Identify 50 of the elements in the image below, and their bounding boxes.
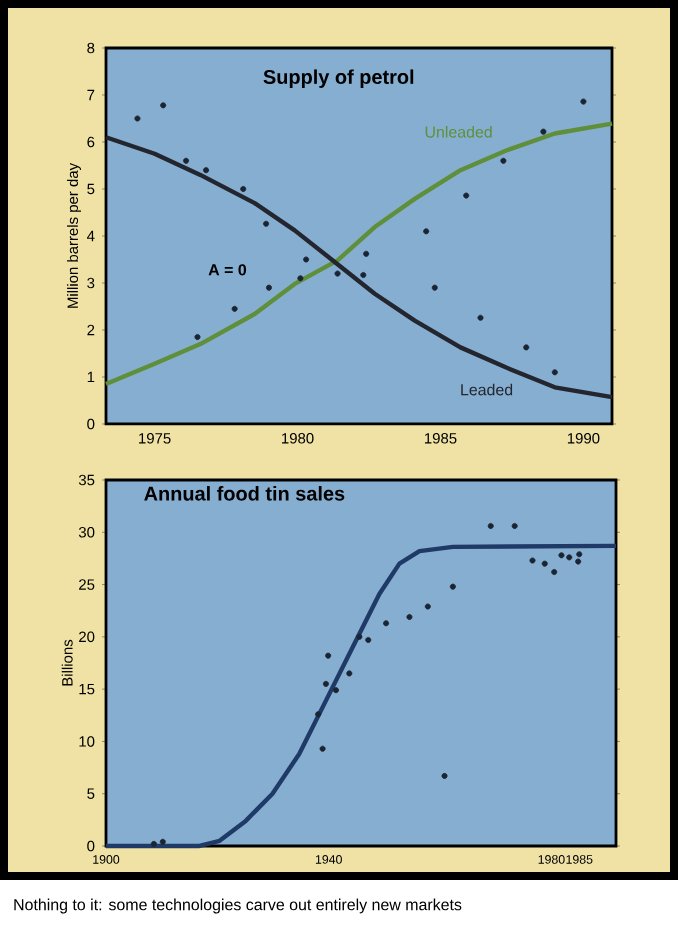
point: [150, 840, 157, 847]
line-series: [103, 543, 619, 849]
point: [500, 157, 507, 164]
point: [334, 270, 341, 277]
point: [423, 228, 430, 235]
point: [566, 554, 573, 561]
point: [551, 569, 558, 576]
point: [580, 98, 587, 105]
point: [463, 192, 470, 199]
point: [297, 275, 304, 282]
text: Supply of petrol: [263, 69, 414, 88]
point: [406, 613, 413, 620]
point: [558, 552, 565, 559]
point: [332, 687, 339, 694]
point: [424, 603, 431, 610]
point: [322, 680, 329, 687]
point: [134, 115, 141, 122]
point: [160, 102, 167, 109]
point: [194, 334, 201, 341]
point: [541, 560, 548, 567]
point: [383, 620, 390, 627]
point: [575, 558, 582, 565]
point: [346, 670, 353, 677]
point: [431, 284, 438, 291]
point: [365, 636, 372, 643]
point: [325, 652, 332, 659]
point: [183, 157, 190, 164]
point: [360, 272, 367, 278]
point: [303, 256, 310, 263]
point: [441, 772, 448, 779]
point: [240, 185, 247, 192]
point: [263, 220, 270, 227]
point: [315, 711, 322, 718]
point: [487, 523, 494, 529]
point: [356, 633, 363, 640]
point: [319, 745, 326, 752]
point: [477, 314, 484, 321]
point: [540, 128, 547, 135]
chart-title: Annual food tin sales: [144, 486, 345, 501]
point: [576, 551, 583, 558]
point: [449, 583, 456, 590]
point: [265, 284, 272, 291]
point: [203, 167, 210, 174]
point: [511, 523, 518, 529]
point: [231, 305, 238, 312]
point: [523, 344, 530, 351]
point: [159, 838, 166, 845]
point: [529, 557, 536, 564]
point: [363, 250, 370, 257]
point: [551, 369, 558, 376]
